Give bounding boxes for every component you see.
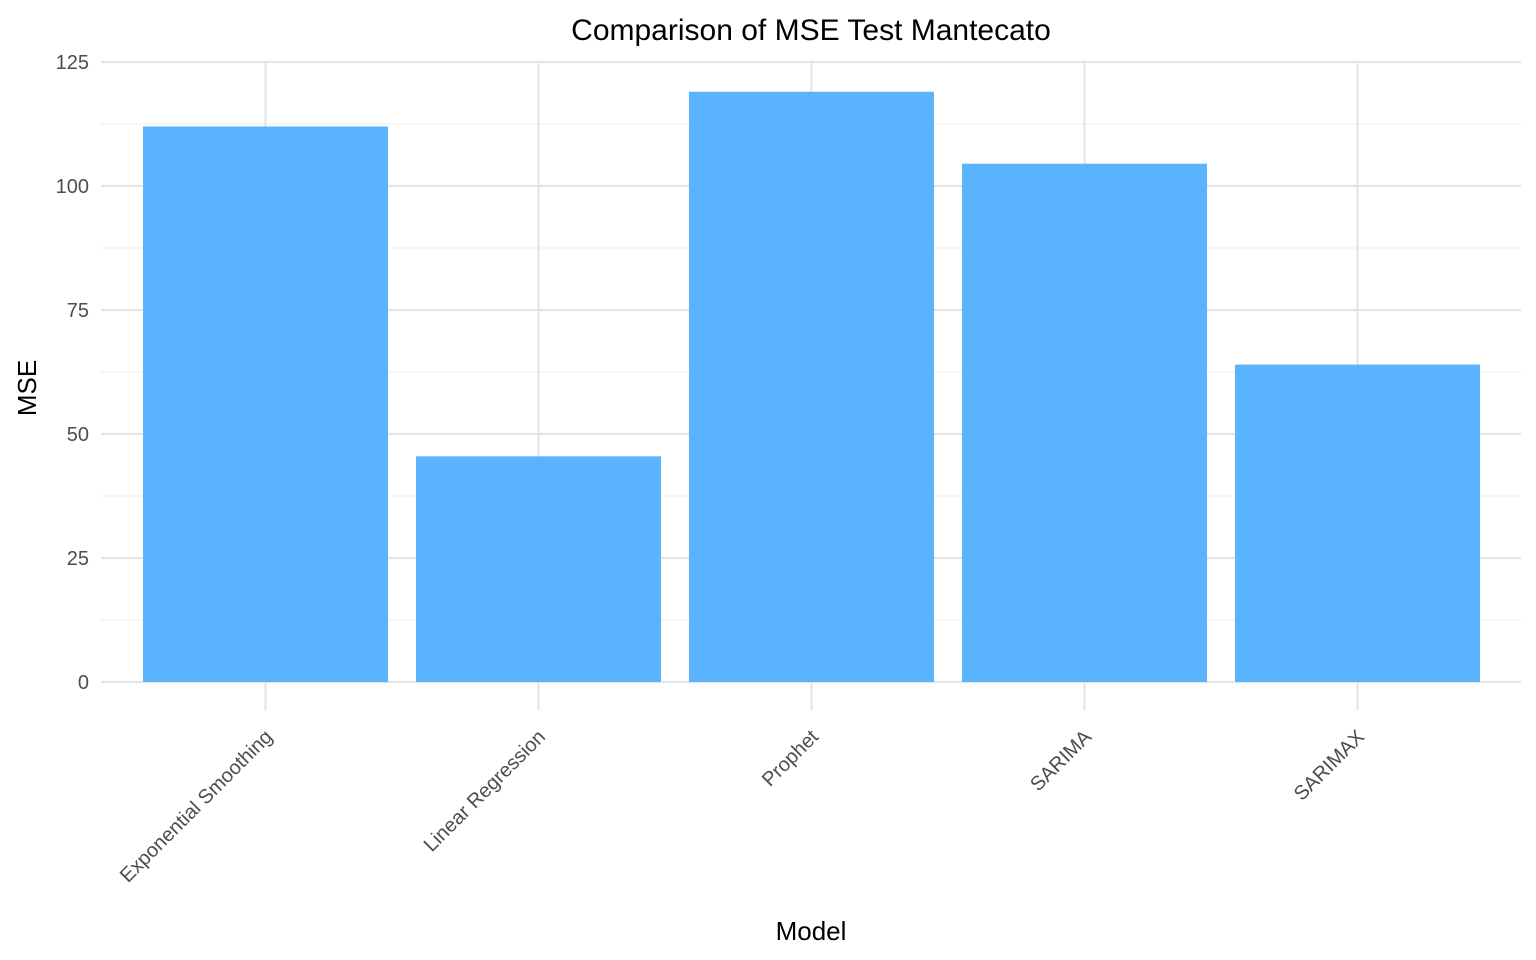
y-tick-label: 75 — [67, 300, 89, 322]
x-tick-label: SARIMA — [1026, 726, 1096, 796]
x-axis-title: Model — [776, 916, 847, 946]
x-axis-ticks: Exponential Smoothing Linear Regression Pr… — [116, 726, 1369, 887]
bars — [143, 91, 1480, 683]
x-tick-label: Prophet — [758, 726, 823, 791]
y-axis-title: MSE — [12, 360, 42, 416]
x-tick-label: Exponential Smoothing — [116, 726, 277, 887]
chart-title: Comparison of MSE Test Mantecato — [571, 14, 1051, 47]
y-axis-ticks: 0 25 50 75 100 125 — [56, 52, 89, 694]
y-tick-label: 125 — [56, 52, 89, 74]
bar-sarima — [962, 163, 1207, 682]
bar-linear-regression — [416, 456, 661, 682]
x-tick-label: SARIMAX — [1290, 726, 1369, 805]
x-tick-label: Linear Regression — [420, 726, 550, 856]
y-tick-label: 0 — [78, 672, 89, 694]
bar-prophet — [689, 91, 934, 682]
bar-exponential-smoothing — [143, 126, 388, 683]
bar-sarimax — [1235, 364, 1480, 682]
y-tick-label: 25 — [67, 548, 89, 570]
y-tick-label: 50 — [67, 424, 89, 446]
y-tick-label: 100 — [56, 176, 89, 198]
